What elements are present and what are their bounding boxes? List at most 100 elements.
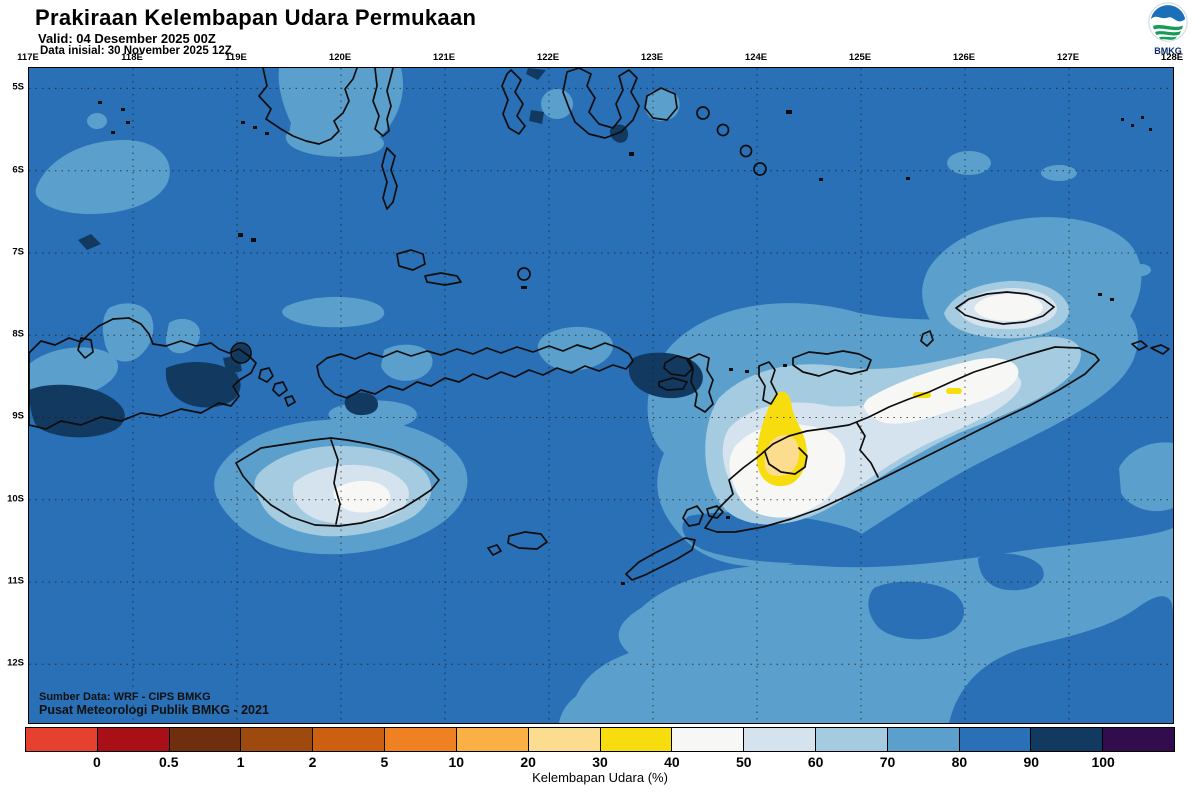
humidity-map (29, 68, 1173, 723)
colorbar-cell (743, 727, 816, 752)
colorbar-cell (527, 727, 601, 752)
lat-tick-label: 7S (12, 246, 24, 258)
lat-tick-label: 8S (12, 328, 24, 340)
source-org-line: Pusat Meteorologi Publik BMKG - 2021 (39, 703, 269, 717)
colorbar-cell (814, 727, 888, 752)
island-raijua (487, 544, 502, 556)
lon-tick-label: 121E (432, 52, 456, 63)
island-flores-sea-1 (396, 249, 426, 271)
island-moa (1150, 344, 1170, 355)
colorbar-cell (455, 727, 529, 752)
lat-tick-label: 5S (12, 81, 24, 93)
humidity-region-80-90-intrusions (682, 512, 1173, 723)
coastlines (29, 68, 1170, 581)
lon-tick-label: 122E (536, 52, 560, 63)
island-wakatobi-2 (716, 123, 730, 137)
bmkg-logo-text: BMKG (1154, 46, 1182, 56)
lat-tick-label: 12S (7, 657, 24, 669)
humidity-region-20-30 (764, 434, 799, 476)
island-timor (704, 346, 1100, 533)
lon-tick-label: 123E (640, 52, 664, 63)
colorbar-cell (671, 727, 745, 752)
colorbar-cell (958, 727, 1032, 752)
lon-tick-label: 126E (952, 52, 976, 63)
colorbar-legend: 0 0.5 1 2 5 10 20 30 40 50 60 70 80 90 100 (25, 727, 1175, 770)
island-komodo-south (284, 395, 296, 407)
island-kera (706, 505, 724, 519)
colorbar-cell (168, 727, 242, 752)
island-sumbawa (29, 317, 257, 430)
colorbar-cell (384, 727, 457, 752)
island-wakatobi-4 (753, 162, 767, 176)
island-adonara (663, 355, 694, 377)
island-specks (98, 101, 1152, 585)
colorbar-caption: Kelembapan Udara (%) (532, 770, 668, 785)
colorbar-tick-label: 0 (92, 754, 101, 770)
island-solor (658, 377, 688, 391)
lat-tick-label: 11S (7, 575, 24, 587)
bmkg-logo: BMKG (1146, 2, 1190, 56)
colorbar-tick-label: 1 (236, 754, 245, 770)
border-sumba (330, 439, 341, 525)
colorbar-tick-label: 10 (448, 754, 465, 770)
island-sangeang (230, 342, 252, 364)
island-wetar (955, 291, 1055, 325)
colorbar-tick-label: 20 (520, 754, 536, 770)
island-rinca (272, 381, 288, 397)
colorbar-cell (1102, 727, 1175, 752)
colorbar-tick-label: 2 (308, 754, 317, 770)
bmkg-logo-icon (1148, 2, 1188, 42)
colorbar-cells (25, 727, 1175, 752)
humidity-region-90-100 (29, 68, 703, 438)
lon-tick-label: 117E (17, 52, 39, 63)
colorbar-cell (1030, 727, 1104, 752)
coast-sulawesi-east-gulf (372, 68, 394, 137)
colorbar-tick-label: 0.5 (159, 754, 179, 770)
island-moyo (77, 337, 94, 359)
island-pantar (758, 361, 778, 405)
colorbar-tick-label: 30 (592, 754, 608, 770)
colorbar-tick-label: 40 (664, 754, 680, 770)
lon-tick-label: 120E (328, 52, 352, 63)
colorbar-tick-label: 80 (951, 754, 968, 770)
colorbar-cell (96, 727, 170, 752)
island-lembata (686, 353, 714, 413)
island-muna (501, 69, 526, 135)
colorbar-tick-label: 70 (879, 754, 896, 770)
colorbar-cell (240, 727, 314, 752)
lon-tick-label: 124E (744, 52, 768, 63)
island-selayar (381, 147, 398, 210)
map-area: Sumber Data: WRF - CIPS BMKG Pusat Meteo… (28, 67, 1174, 724)
island-rote (625, 537, 696, 581)
colorbar-cell (25, 727, 98, 752)
lat-tick-label: 6S (12, 164, 24, 176)
valid-datetime: Valid: 04 Desember 2025 00Z (38, 31, 216, 46)
colorbar-cell (886, 727, 960, 752)
graticule (29, 68, 1173, 723)
island-komodo (258, 367, 274, 383)
lon-tick-label: 127E (1056, 52, 1080, 63)
colorbar-tick-label: 5 (380, 754, 389, 770)
init-datetime: Data inisial: 30 November 2025 12Z (40, 45, 232, 57)
border-oecusse (764, 447, 808, 475)
island-leti (1131, 340, 1148, 351)
island-atauro (920, 330, 934, 347)
island-buton (562, 68, 640, 139)
island-wakatobi-1 (696, 106, 710, 120)
island-semau (682, 505, 704, 527)
island-alor (792, 350, 872, 377)
colorbar-tick-label: 100 (1091, 754, 1115, 770)
page-title: Prakiraan Kelembapan Udara Permukaan (35, 5, 477, 30)
colorbar-tick-label: 50 (735, 754, 752, 770)
island-bonerate (424, 272, 462, 286)
island-flores (316, 342, 634, 399)
island-buton-east (644, 87, 678, 121)
lon-tick-label: 125E (848, 52, 872, 63)
island-sabu (507, 531, 548, 550)
island-sumba (235, 437, 440, 527)
island-kalaotoa (517, 267, 531, 281)
colorbar-cell (599, 727, 673, 752)
colorbar-cell (312, 727, 386, 752)
island-wakatobi-3 (739, 144, 753, 158)
